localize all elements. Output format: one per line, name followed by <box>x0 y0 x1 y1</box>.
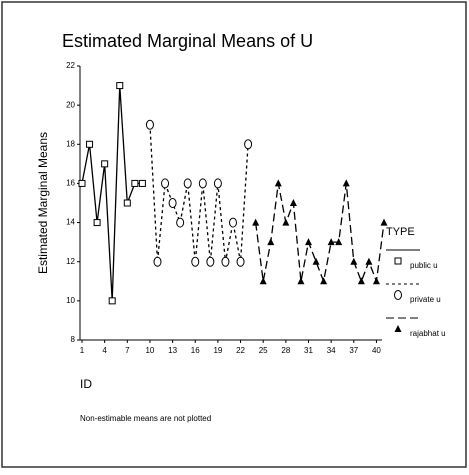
y-tick-label: 8 <box>71 335 76 344</box>
data-point <box>206 256 215 267</box>
x-tick-label: 7 <box>125 346 130 355</box>
x-tick-label: 4 <box>102 346 107 355</box>
data-point <box>93 219 101 227</box>
data-point <box>259 277 267 285</box>
data-point <box>221 256 230 267</box>
y-tick-label: 10 <box>66 296 75 305</box>
x-tick-label: 13 <box>168 346 177 355</box>
data-point <box>183 178 192 189</box>
y-tick-label: 12 <box>66 257 75 266</box>
data-point <box>145 119 154 130</box>
data-point <box>138 179 146 187</box>
data-point <box>312 257 320 265</box>
data-point <box>297 277 305 285</box>
legend-marker <box>394 257 402 265</box>
data-point <box>380 218 388 226</box>
data-point <box>86 140 94 148</box>
data-point <box>168 198 177 208</box>
data-point <box>267 238 275 246</box>
y-tick-label: 20 <box>66 100 75 109</box>
x-tick-label: 25 <box>259 346 268 355</box>
legend-label: public u <box>410 261 438 270</box>
legend-marker <box>394 325 402 332</box>
data-point <box>236 256 245 267</box>
data-point <box>116 82 124 90</box>
legend-marker <box>394 290 402 300</box>
series-line <box>149 124 249 262</box>
data-point <box>229 217 237 228</box>
x-tick-label: 22 <box>236 346 245 355</box>
data-point <box>305 238 312 246</box>
data-point <box>131 179 139 187</box>
x-tick-label: 31 <box>304 346 313 355</box>
data-point <box>289 199 297 206</box>
y-tick-label: 14 <box>66 218 75 227</box>
x-tick-label: 1 <box>80 346 85 355</box>
data-point <box>198 178 207 189</box>
y-tick-label: 18 <box>66 139 75 148</box>
data-point <box>372 277 380 285</box>
data-point <box>335 238 343 246</box>
x-axis-label: ID <box>80 377 92 391</box>
data-point <box>191 256 200 267</box>
legend-label: rajabhat u <box>410 329 446 338</box>
data-point <box>282 218 290 226</box>
data-point <box>101 160 109 168</box>
legend-title: TYPE <box>386 226 415 238</box>
x-tick-label: 28 <box>281 346 290 355</box>
footnote: Non-estimable means are not plotted <box>80 414 211 423</box>
legend-label: private u <box>410 295 441 304</box>
data-point <box>153 256 162 267</box>
data-point <box>320 277 328 285</box>
x-tick-label: 34 <box>327 346 336 355</box>
series-line <box>255 183 385 284</box>
data-point <box>357 277 365 285</box>
x-tick-label: 37 <box>349 346 358 355</box>
data-point <box>252 218 260 226</box>
frame <box>1 1 467 468</box>
data-point <box>213 178 222 189</box>
x-tick-label: 40 <box>372 346 381 355</box>
x-tick-label: 19 <box>213 346 222 355</box>
data-point <box>161 178 170 189</box>
data-point <box>108 297 116 305</box>
data-point <box>327 238 335 246</box>
y-tick-label: 22 <box>66 61 75 70</box>
y-tick-label: 16 <box>66 179 75 188</box>
y-axis-label: Estimated Marginal Means <box>36 132 50 274</box>
data-point <box>365 257 373 265</box>
data-point <box>78 179 86 187</box>
data-point <box>350 257 358 265</box>
chart-title: Estimated Marginal Means of U <box>62 31 313 51</box>
x-tick-label: 10 <box>145 346 154 355</box>
data-point <box>244 139 253 150</box>
data-point <box>342 179 350 187</box>
x-tick-label: 16 <box>191 346 200 355</box>
data-point <box>176 217 185 228</box>
data-point <box>123 199 131 207</box>
data-point <box>274 179 282 187</box>
